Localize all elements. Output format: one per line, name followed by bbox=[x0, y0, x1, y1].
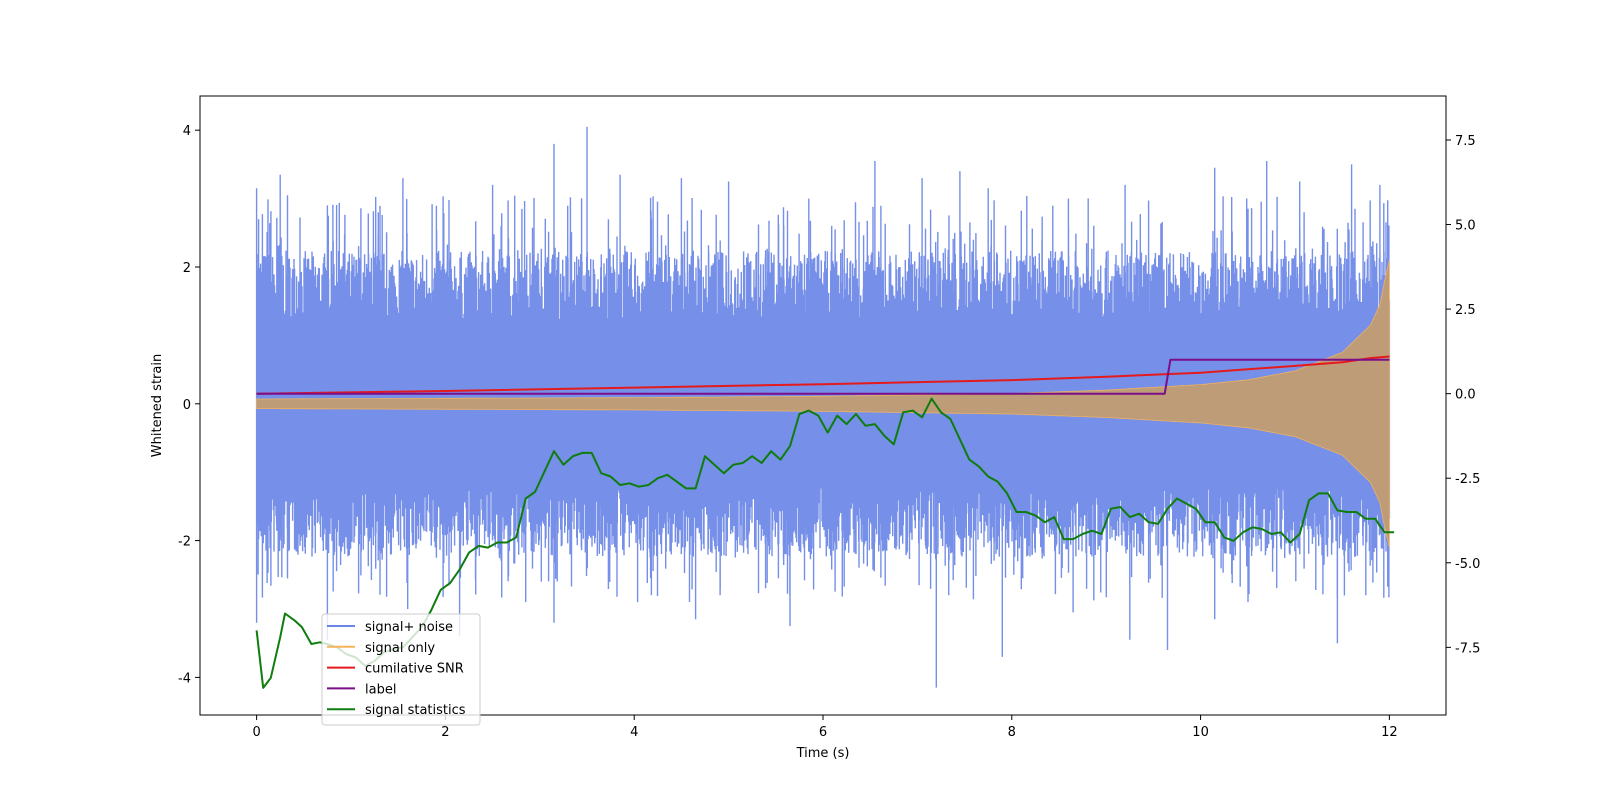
legend: signal+ noise signal only cumilative SNR la… bbox=[321, 613, 481, 726]
series-signal-statistics bbox=[255, 397, 1395, 689]
y-right-tick-label: 7.5 bbox=[1455, 134, 1476, 149]
x-tick-label: 4 bbox=[630, 725, 638, 740]
y-axis-label: Whitened strain bbox=[150, 354, 165, 457]
y-right-tick-label: -5.0 bbox=[1455, 557, 1480, 572]
y-tick-label: -4 bbox=[178, 671, 191, 686]
y-tick-label: 4 bbox=[183, 124, 191, 139]
x-tick-label: 10 bbox=[1192, 725, 1209, 740]
legend-box bbox=[321, 613, 481, 726]
legend-label: signal+ noise bbox=[365, 620, 453, 635]
legend-label: label bbox=[365, 682, 396, 697]
x-tick-label: 8 bbox=[1008, 725, 1016, 740]
y-tick-label: 0 bbox=[183, 398, 191, 413]
series-signal-only bbox=[256, 260, 1390, 548]
x-tick-label: 6 bbox=[819, 725, 827, 740]
series-label bbox=[256, 358, 1390, 395]
y-right-tick-label: -7.5 bbox=[1455, 641, 1480, 656]
legend-label: signal statistics bbox=[365, 703, 466, 718]
x-axis-label: Time (s) bbox=[796, 746, 850, 761]
x-tick-label: 0 bbox=[252, 725, 260, 740]
legend-label: signal only bbox=[365, 641, 435, 656]
x-tick-label: 12 bbox=[1381, 725, 1398, 740]
y-right-tick-label: -2.5 bbox=[1455, 472, 1480, 487]
plot-area bbox=[255, 126, 1395, 689]
y-right-tick-label: 2.5 bbox=[1455, 303, 1476, 318]
x-tick-label: 2 bbox=[441, 725, 449, 740]
y-tick-label: 2 bbox=[183, 261, 191, 276]
legend-label: cumilative SNR bbox=[365, 662, 464, 677]
y-tick-label: -2 bbox=[178, 535, 191, 550]
y-right-tick-label: 0.0 bbox=[1455, 388, 1476, 403]
y-right-tick-label: 5.0 bbox=[1455, 219, 1476, 234]
series-cumulative-snr bbox=[256, 355, 1390, 395]
